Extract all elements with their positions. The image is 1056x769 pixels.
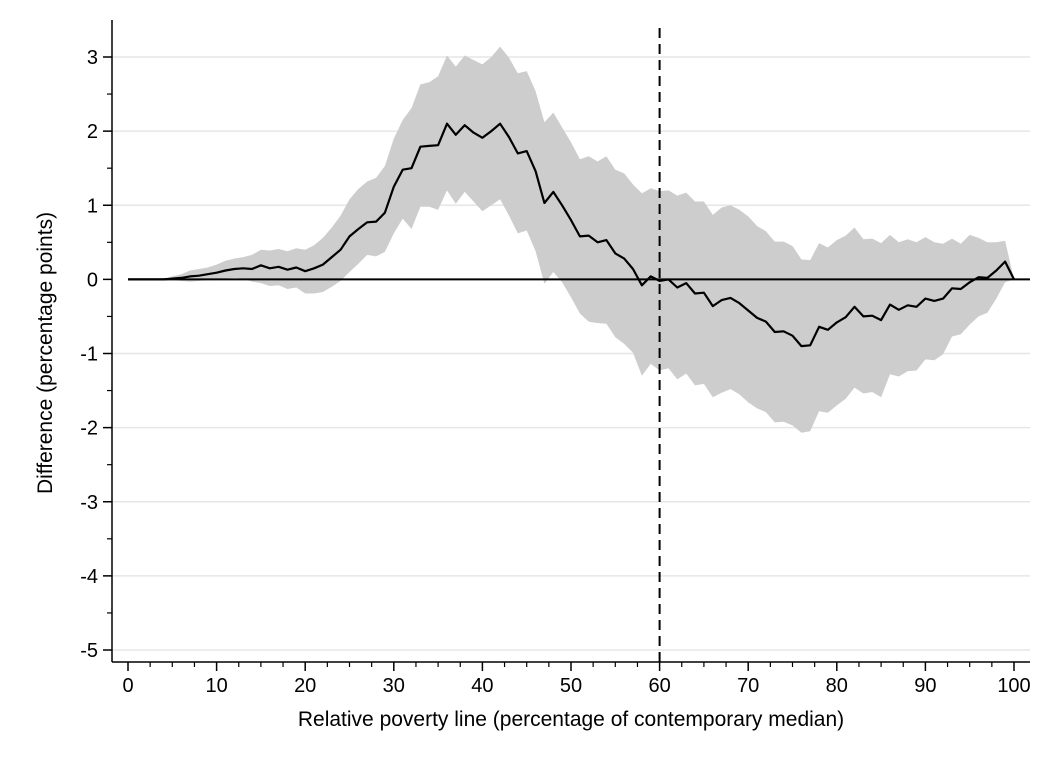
y-tick-label: -3: [80, 492, 98, 514]
y-tick-label: 1: [87, 195, 98, 217]
series-group: [128, 122, 1015, 348]
axes: [103, 20, 1030, 671]
y-axis-title: Difference (percentage points): [34, 212, 57, 494]
x-tick-label: 10: [205, 675, 227, 697]
y-tick-labels: 3 2 1 0 -1 -2 -3 -4 -5: [80, 47, 98, 662]
y-tick-label: -4: [80, 566, 98, 588]
y-tick-label: 0: [87, 269, 98, 291]
x-tick-label: 80: [826, 675, 848, 697]
x-tick-label: 40: [471, 675, 493, 697]
x-tick-label: 90: [914, 675, 936, 697]
x-tick-label: 70: [737, 675, 759, 697]
y-tick-label: 2: [87, 121, 98, 143]
y-tick-label: 3: [87, 47, 98, 69]
estimate-line: [128, 122, 1015, 348]
x-tick-label: 60: [648, 675, 670, 697]
x-tick-labels: 0 10 20 30 40 50 60 70 80 90 100: [122, 675, 1030, 697]
y-tick-label: -2: [80, 418, 98, 440]
reference-lines: [128, 28, 1030, 662]
x-tick-label: 0: [122, 675, 133, 697]
x-tick-label: 30: [383, 675, 405, 697]
x-tick-label: 20: [294, 675, 316, 697]
x-axis-title: Relative poverty line (percentage of con…: [298, 708, 844, 731]
x-tick-label: 50: [560, 675, 582, 697]
y-tick-label: -5: [80, 640, 98, 662]
x-tick-label: 100: [997, 675, 1030, 697]
y-tick-label: -1: [80, 344, 98, 366]
